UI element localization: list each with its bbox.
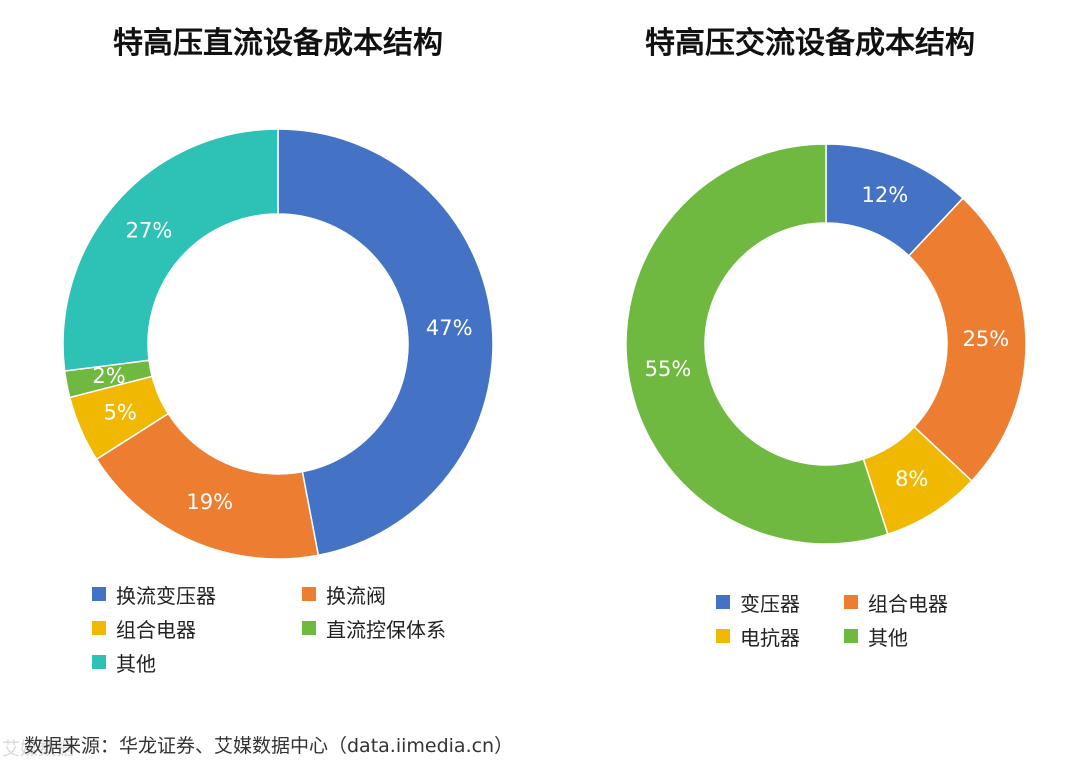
dc-legend-label: 换流阀 <box>326 583 386 608</box>
chart-title-ac: 特高压交流设备成本结构 <box>645 26 975 61</box>
ac-legend-item: 电抗器 <box>716 623 844 650</box>
ac-legend-label: 其他 <box>868 625 908 650</box>
dc-slice-label-5: 27% <box>126 218 173 242</box>
ac-slice-4 <box>625 143 889 545</box>
dc-slice-label-3: 5% <box>103 400 136 424</box>
dc-legend-swatch <box>92 587 106 601</box>
dc-legend-item: 换流阀 <box>302 581 512 608</box>
dc-legend-label: 直流控保体系 <box>326 617 446 642</box>
dc-slice-label-4: 2% <box>92 364 125 388</box>
chart-title-dc: 特高压直流设备成本结构 <box>113 26 443 61</box>
ac-slice-label-4: 55% <box>645 357 692 381</box>
dc-legend-swatch <box>302 587 316 601</box>
ac-legend-label: 变压器 <box>740 591 800 616</box>
ac-slice-label-3: 8% <box>895 467 928 491</box>
ac-legend-item: 其他 <box>844 623 972 650</box>
dc-slice-label-1: 47% <box>426 316 473 340</box>
dc-legend-label: 换流变压器 <box>116 583 216 608</box>
ac-slice-label-2: 25% <box>963 327 1010 351</box>
dc-slice-label-2: 19% <box>186 490 233 514</box>
dc-legend-swatch <box>92 621 106 635</box>
dc-legend-item: 直流控保体系 <box>302 615 512 642</box>
ac-legend-swatch <box>716 629 730 643</box>
ac-slice-2 <box>907 197 1027 482</box>
dc-legend-label: 其他 <box>116 651 156 676</box>
dc-legend-swatch <box>92 655 106 669</box>
dc-slice-1 <box>277 128 494 557</box>
donut-chart-ac: 12% 25% 8% 55% <box>625 143 1027 545</box>
ac-legend-label: 组合电器 <box>868 591 948 616</box>
donut-chart-dc: 47% 19% 5% 2% 27% <box>62 128 494 560</box>
dc-slice-5 <box>62 128 279 372</box>
dc-slice-2 <box>95 412 320 560</box>
ac-legend-item: 组合电器 <box>844 589 972 616</box>
dc-legend-swatch <box>302 621 316 635</box>
dc-legend-label: 组合电器 <box>116 617 196 642</box>
ac-legend-swatch <box>844 595 858 609</box>
ac-legend-swatch <box>716 595 730 609</box>
dc-legend-item: 换流变压器 <box>92 581 302 608</box>
source-note: 数据来源：华龙证券、艾媒数据中心（data.iimedia.cn） <box>24 735 514 757</box>
dc-legend-item: 组合电器 <box>92 615 302 642</box>
ac-slice-label-1: 12% <box>862 183 909 207</box>
dc-legend-item: 其他 <box>92 649 302 676</box>
ac-legend-label: 电抗器 <box>740 625 800 650</box>
ac-legend-item: 变压器 <box>716 589 844 616</box>
legend-dc: 换流变压器 换流阀组合电器 直流控保体系其他 <box>92 581 512 676</box>
legend-ac: 变压器 组合电器电抗器 其他 <box>716 589 972 650</box>
ac-legend-swatch <box>844 629 858 643</box>
